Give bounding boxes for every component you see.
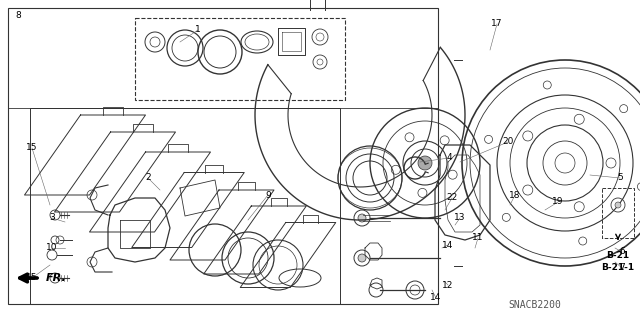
Text: 6: 6: [619, 248, 625, 256]
Text: 10: 10: [46, 243, 58, 253]
Text: 2: 2: [145, 174, 151, 182]
Text: 15: 15: [26, 144, 38, 152]
Text: 22: 22: [446, 194, 458, 203]
Text: 9: 9: [265, 190, 271, 199]
Text: 3: 3: [49, 213, 55, 222]
Circle shape: [358, 254, 366, 262]
Text: 1: 1: [195, 26, 201, 34]
Bar: [135, 18, 345, 100]
Text: B-21-1: B-21-1: [602, 263, 635, 272]
Text: B-21: B-21: [607, 250, 630, 259]
Text: 19: 19: [552, 197, 564, 206]
Text: 12: 12: [442, 280, 454, 290]
Text: 13: 13: [454, 213, 466, 222]
Text: 4: 4: [446, 153, 452, 162]
Text: 14: 14: [442, 241, 454, 249]
Bar: [30, 108, 340, 304]
Text: 14: 14: [430, 293, 442, 302]
Text: 20: 20: [502, 137, 514, 146]
Circle shape: [358, 214, 366, 222]
Text: 11: 11: [472, 234, 484, 242]
Text: 5: 5: [617, 174, 623, 182]
Text: FR.: FR.: [46, 273, 67, 283]
Text: SNACB2200: SNACB2200: [509, 300, 561, 310]
Bar: [602, 188, 634, 238]
Text: 18: 18: [509, 190, 521, 199]
Text: 8: 8: [15, 11, 21, 20]
Text: 7: 7: [619, 263, 625, 272]
Text: 15: 15: [26, 273, 38, 283]
Circle shape: [615, 202, 621, 208]
Circle shape: [418, 156, 432, 170]
Bar: [8, 8, 438, 304]
Text: 17: 17: [492, 19, 503, 28]
